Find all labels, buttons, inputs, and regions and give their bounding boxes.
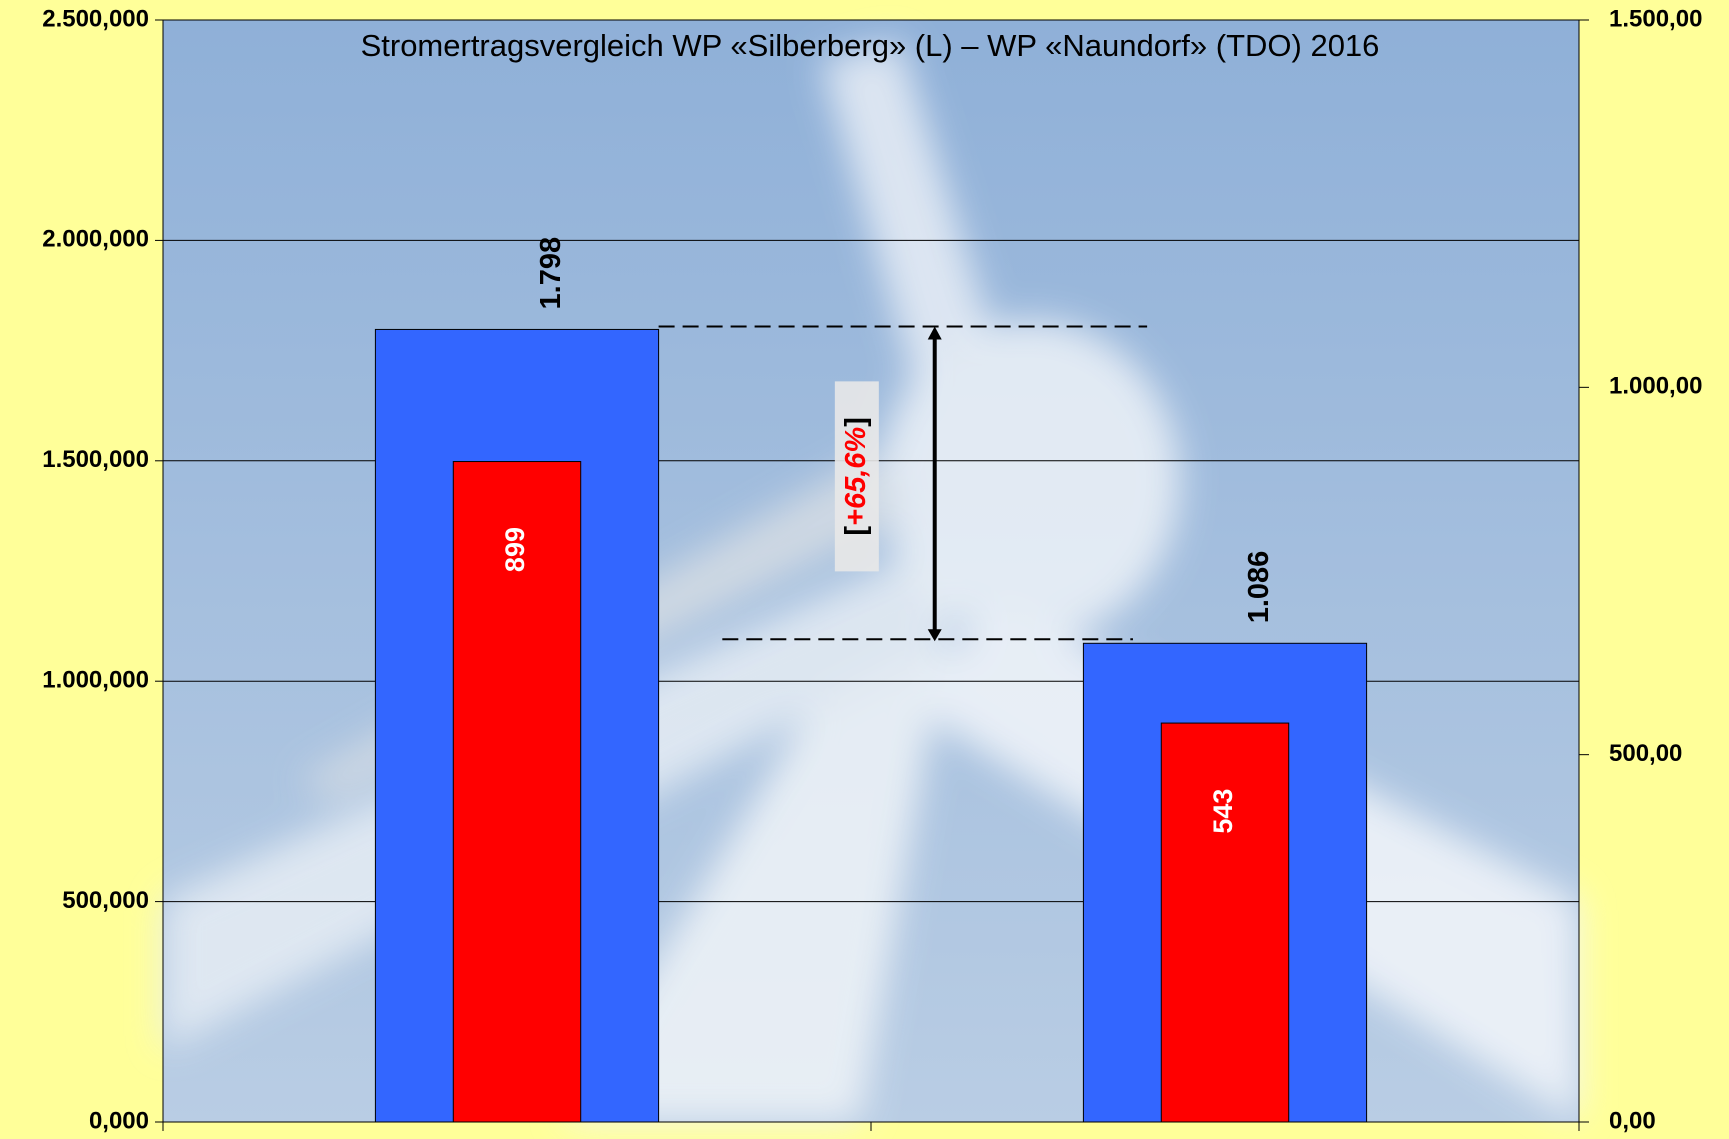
annotation-part: ]	[839, 417, 871, 427]
data-label: 543	[1208, 789, 1238, 834]
chart-title: Stromertragsvergleich WP «Silberberg» (L…	[361, 28, 1380, 63]
y2-tick-label: 500,00	[1609, 740, 1682, 767]
annotation-box	[834, 381, 879, 572]
y-tick-label: 0,000	[89, 1107, 149, 1134]
y2-tick-label: 1.000,00	[1609, 373, 1702, 400]
data-label: 1.086	[1243, 551, 1275, 624]
data-label: 899	[500, 527, 530, 572]
y2-tick-label: 0,00	[1609, 1107, 1656, 1134]
y-tick-label: 2.000,000	[42, 226, 149, 253]
annotation-part: +65,6%	[839, 427, 871, 526]
y2-tick-label: 1.500,00	[1609, 5, 1702, 32]
annotation-part: [	[839, 526, 871, 536]
data-label: 1.798	[535, 237, 567, 310]
bar	[1160, 722, 1290, 1123]
y-tick-label: 1.500,000	[42, 446, 149, 473]
y-tick-label: 2.500,000	[42, 5, 149, 32]
y-tick-label: 1.000,000	[42, 667, 149, 694]
annotation: [+65,6%]	[839, 417, 871, 536]
bar	[452, 461, 582, 1123]
arrow-head	[927, 629, 942, 642]
arrow-head	[927, 326, 942, 340]
y-tick-label: 500,000	[62, 887, 149, 914]
